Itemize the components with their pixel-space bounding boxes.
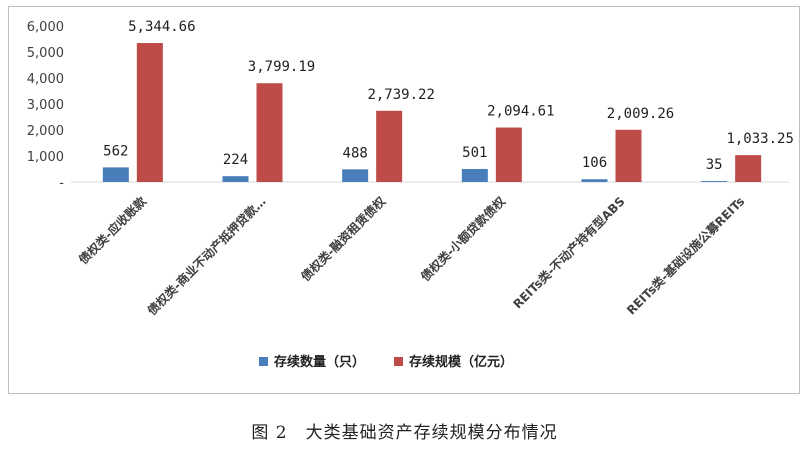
data-label: 2,094.61 [487, 104, 554, 120]
bar-count [222, 176, 249, 182]
data-label: 3,799.19 [248, 59, 315, 75]
legend-label: 存续规模（亿元） [409, 354, 513, 370]
y-tick-label: 5,000 [27, 46, 64, 61]
y-tick-label: 2,000 [27, 124, 64, 139]
bar-scale [495, 127, 522, 182]
chart-frame: - 1,000 2,000 3,000 4,000 5,000 6,000 562 5,344… [8, 6, 800, 394]
figure-caption: 图 2 大类基础资产存续规模分布情况 [251, 423, 558, 443]
data-label: 501 [462, 145, 487, 161]
y-tick-label: - [59, 176, 64, 191]
data-label: 35 [706, 157, 723, 173]
data-label: 1,033.25 [726, 131, 793, 147]
data-label: 488 [343, 145, 368, 161]
legend-swatch [394, 357, 403, 366]
bar-count [701, 181, 728, 182]
data-label: 224 [223, 152, 248, 168]
bar-scale [735, 155, 762, 182]
bar-scale [256, 83, 283, 182]
data-label: 5,344.66 [128, 19, 195, 35]
y-tick-label: 4,000 [27, 72, 64, 87]
category-label: REITs类-不动产持有型ABS [510, 194, 628, 312]
data-labels: 562 5,344.66 224 3,799.19 488 2,739.22 501 2,09… [103, 19, 794, 173]
data-label: 562 [103, 143, 128, 159]
bar-scale [136, 43, 163, 182]
y-tick-label: 3,000 [27, 98, 64, 113]
bar-count [461, 168, 488, 182]
bar-count [102, 167, 129, 182]
y-axis: - 1,000 2,000 3,000 4,000 5,000 6,000 [27, 20, 65, 191]
bar-scale [615, 129, 642, 182]
data-label: 2,739.22 [367, 87, 434, 103]
category-label: 债权类-商业不动产抵押贷款… [144, 194, 268, 318]
legend-label: 存续数量（只） [274, 354, 365, 370]
category-label: 债权类-小额贷款债权 [417, 193, 508, 284]
data-label: 106 [582, 155, 607, 171]
legend-swatch [259, 357, 268, 366]
category-label: 债权类-融资租赁债权 [298, 193, 389, 284]
data-label: 2,009.26 [607, 106, 674, 122]
bar-count [342, 169, 369, 182]
bars [102, 43, 762, 182]
y-tick-label: 6,000 [27, 20, 64, 35]
category-label: REITs类-基础设施公募REITs [623, 194, 747, 318]
legend: 存续数量（只） 存续规模（亿元） [259, 354, 513, 370]
category-label: 债权类-应收账款 [75, 193, 149, 267]
y-tick-label: 1,000 [27, 150, 64, 165]
bar-scale [376, 110, 403, 182]
bar-chart: - 1,000 2,000 3,000 4,000 5,000 6,000 562 5,344… [27, 19, 794, 370]
bar-count [581, 179, 608, 182]
